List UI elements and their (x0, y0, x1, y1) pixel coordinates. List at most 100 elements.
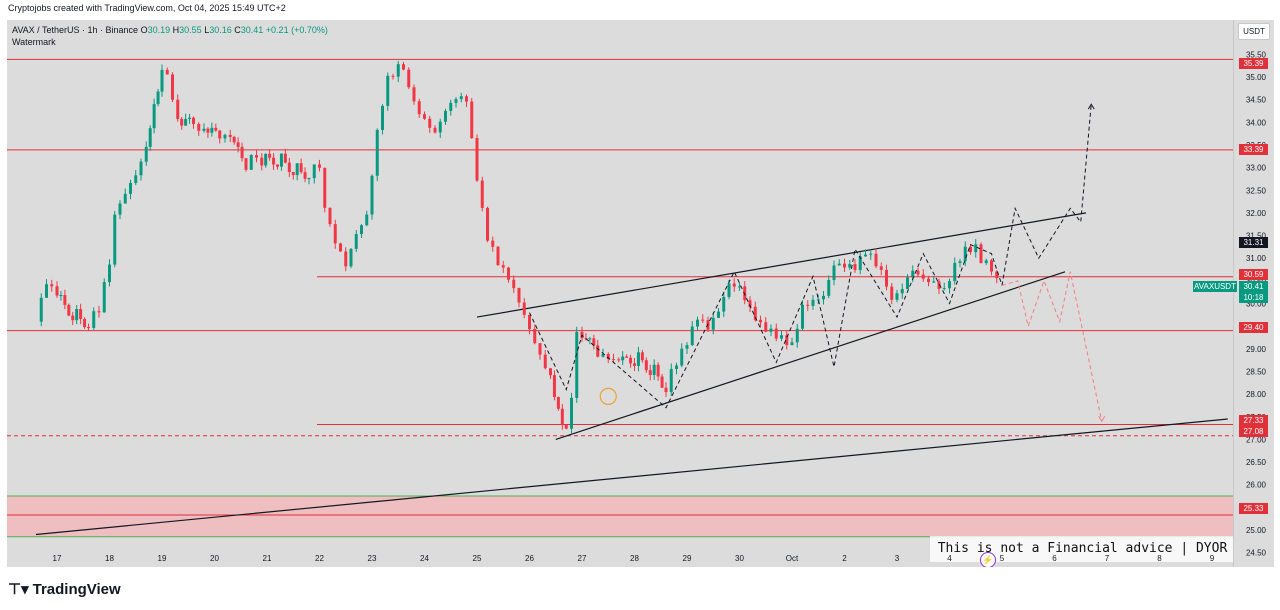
candle-down (171, 74, 174, 100)
candle-up (696, 319, 699, 327)
candle-up (152, 104, 156, 129)
candle-up (570, 397, 573, 429)
x-tick-label: 26 (525, 554, 534, 563)
candle-up (349, 248, 353, 267)
candle-up (675, 365, 678, 369)
price-chart[interactable] (7, 20, 1233, 567)
candle-up (184, 118, 188, 126)
candle-down (633, 363, 636, 366)
candle-up (680, 348, 684, 366)
brand-name: TradingView (32, 581, 121, 598)
candle-up (801, 304, 804, 329)
lightning-icon[interactable]: ⚡ (980, 552, 996, 567)
candle-down (67, 304, 71, 316)
time-axis[interactable]: 17 18 19 20 21 22 23 24 25 26 27 28 29 30 Oct 2 3 4 5 6 7 8 9 (7, 547, 1233, 567)
last-price-tag: 30.41 (1239, 281, 1268, 292)
candle-up (822, 295, 825, 300)
chart-pane[interactable]: AVAX / TetherUS · 1h · Binance O30.19 H3… (7, 20, 1233, 567)
candle-down (764, 322, 768, 332)
price-tag-35-39: 35.39 (1239, 58, 1268, 69)
candle-up (690, 326, 694, 346)
candle-up (75, 309, 79, 321)
candle-up (449, 102, 453, 111)
candle-up (738, 286, 741, 288)
candle-down (496, 246, 500, 266)
candle-up (942, 288, 946, 290)
candle-up (636, 352, 640, 366)
candle-down (927, 278, 930, 283)
candle-up (900, 288, 904, 294)
candle-down (428, 118, 432, 128)
candle-down (656, 364, 660, 377)
bearish-projection (1001, 271, 1103, 422)
candle-down (87, 327, 90, 329)
candle-down (538, 343, 542, 355)
candle-down (63, 295, 67, 305)
marker-circle-0 (599, 387, 617, 405)
x-tick-label: 17 (53, 554, 62, 563)
price-tag-31-31: 31.31 (1239, 237, 1268, 248)
candle-down (218, 130, 222, 139)
candle-down (969, 246, 972, 253)
price-tag-30-59: 30.59 (1239, 269, 1268, 280)
candle-up (312, 164, 316, 179)
candle-down (785, 335, 789, 346)
x-tick-label: 22 (315, 554, 324, 563)
legend-open-label: O (140, 25, 148, 35)
candle-up (365, 214, 369, 226)
candle-up (459, 96, 463, 100)
y-tick-label: 32.00 (1246, 209, 1267, 218)
x-tick-label: 18 (105, 554, 114, 563)
currency-button[interactable]: USDT (1238, 23, 1270, 40)
candle-down (192, 117, 195, 125)
candle-down (921, 274, 925, 279)
legend-symbol: AVAX / TetherUS · 1h · Binance (12, 25, 139, 35)
candle-up (895, 293, 899, 300)
candle-down (240, 146, 244, 159)
candle-up (139, 161, 143, 176)
x-tick-label: 6 (1052, 554, 1057, 563)
candle-down (990, 260, 993, 272)
candle-down (995, 271, 999, 279)
x-tick-label: 28 (630, 554, 639, 563)
candle-down (391, 75, 395, 77)
candle-down (407, 69, 411, 88)
candle-up (92, 311, 96, 328)
candle-down (556, 397, 560, 409)
candle-down (560, 408, 564, 425)
channel-upper-line (476, 212, 1087, 318)
candle-down (937, 281, 941, 289)
candle-up (279, 153, 283, 167)
candle-up (769, 328, 773, 332)
candle-up (588, 338, 592, 340)
candle-down (806, 304, 810, 306)
candle-down (333, 224, 337, 244)
bullish-projection (1001, 104, 1092, 286)
candle-up (454, 99, 458, 103)
candle-down (303, 172, 307, 179)
candle-down (323, 167, 327, 208)
candle-down (533, 329, 537, 344)
candle-down (629, 357, 633, 364)
candle-up (711, 317, 715, 330)
candle-down (255, 155, 258, 158)
candle-down (402, 64, 405, 70)
candle-down (165, 69, 169, 75)
y-tick-label: 32.50 (1246, 186, 1267, 195)
candle-down (176, 99, 180, 119)
candle-up (974, 244, 978, 253)
candle-up (816, 299, 820, 301)
candle-down (272, 157, 276, 165)
candle-down (470, 101, 474, 139)
y-tick-label: 34.50 (1246, 96, 1267, 105)
candle-up (795, 328, 799, 343)
price-tag-25-33: 25.33 (1239, 503, 1268, 514)
candle-up (264, 153, 268, 166)
y-tick-label: 31.00 (1246, 254, 1267, 263)
candle-up (123, 193, 127, 204)
candle-down (606, 353, 610, 360)
candle-down (612, 359, 615, 361)
candle-down (512, 279, 516, 289)
candle-up (202, 128, 206, 131)
candle-down (501, 265, 505, 268)
